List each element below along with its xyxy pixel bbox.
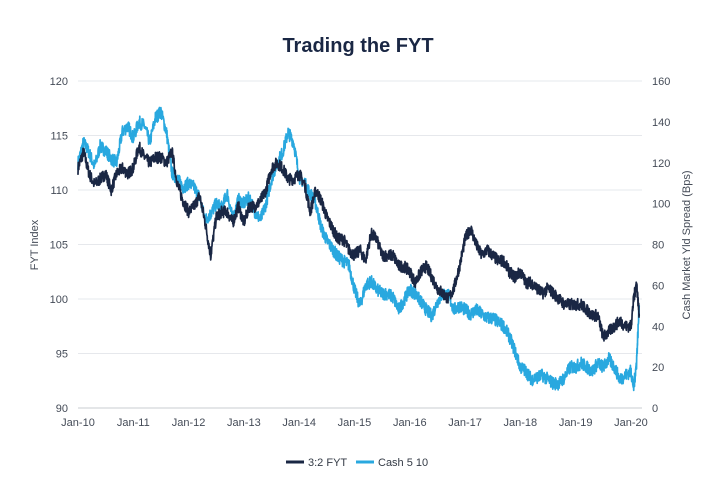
y-tick-label: 95 bbox=[56, 349, 68, 361]
y2-tick-label: 160 bbox=[652, 76, 670, 88]
y2-tick-label: 100 bbox=[652, 199, 670, 211]
series-line-fyt bbox=[77, 141, 641, 342]
y-tick-label: 105 bbox=[50, 240, 68, 252]
y-tick-label: 115 bbox=[50, 131, 68, 143]
y2-tick-label: 140 bbox=[652, 117, 670, 129]
legend: 3:2 FYT Cash 5 10 bbox=[286, 457, 428, 469]
x-tick-label: Jan-16 bbox=[393, 417, 427, 429]
x-axis-ticks: Jan-10 Jan-11 Jan-12 Jan-13 Jan-14 Jan-15 Jan-… bbox=[61, 417, 648, 429]
x-tick-label: Jan-19 bbox=[559, 417, 593, 429]
x-tick-label: Jan-18 bbox=[504, 417, 538, 429]
y-axis-label: FYT Index bbox=[29, 219, 41, 270]
y2-axis-label: Cash Market Yld Spread (Bps) bbox=[681, 171, 693, 320]
x-tick-label: Jan-17 bbox=[448, 417, 482, 429]
x-tick-label: Jan-11 bbox=[117, 417, 150, 429]
x-tick-label: Jan-15 bbox=[338, 417, 372, 429]
series-group bbox=[77, 106, 641, 392]
x-tick-label: Jan-13 bbox=[227, 417, 261, 429]
x-tick-label: Jan-20 bbox=[614, 417, 648, 429]
chart-title: Trading the FYT bbox=[282, 35, 433, 57]
x-tick-label: Jan-14 bbox=[282, 417, 316, 429]
right-axis-ticks: 0 20 40 60 80 100 120 140 160 bbox=[652, 76, 670, 415]
y-tick-label: 90 bbox=[56, 403, 68, 415]
y2-tick-label: 0 bbox=[652, 403, 658, 415]
left-axis-ticks: 90 95 100 105 110 115 120 bbox=[50, 76, 68, 415]
y2-tick-label: 120 bbox=[652, 158, 670, 170]
y-tick-label: 120 bbox=[50, 76, 68, 88]
y2-tick-label: 40 bbox=[652, 321, 664, 333]
legend-label-fyt: 3:2 FYT bbox=[308, 457, 347, 469]
y-tick-label: 110 bbox=[50, 185, 68, 197]
y2-tick-label: 20 bbox=[652, 362, 664, 374]
y-tick-label: 100 bbox=[50, 294, 68, 306]
y2-tick-label: 80 bbox=[652, 240, 664, 252]
series-line-cash bbox=[77, 106, 641, 392]
legend-label-cash: Cash 5 10 bbox=[378, 457, 428, 469]
y2-tick-label: 60 bbox=[652, 280, 664, 292]
x-tick-label: Jan-10 bbox=[61, 417, 95, 429]
x-tick-label: Jan-12 bbox=[172, 417, 206, 429]
gridlines bbox=[78, 80, 642, 354]
